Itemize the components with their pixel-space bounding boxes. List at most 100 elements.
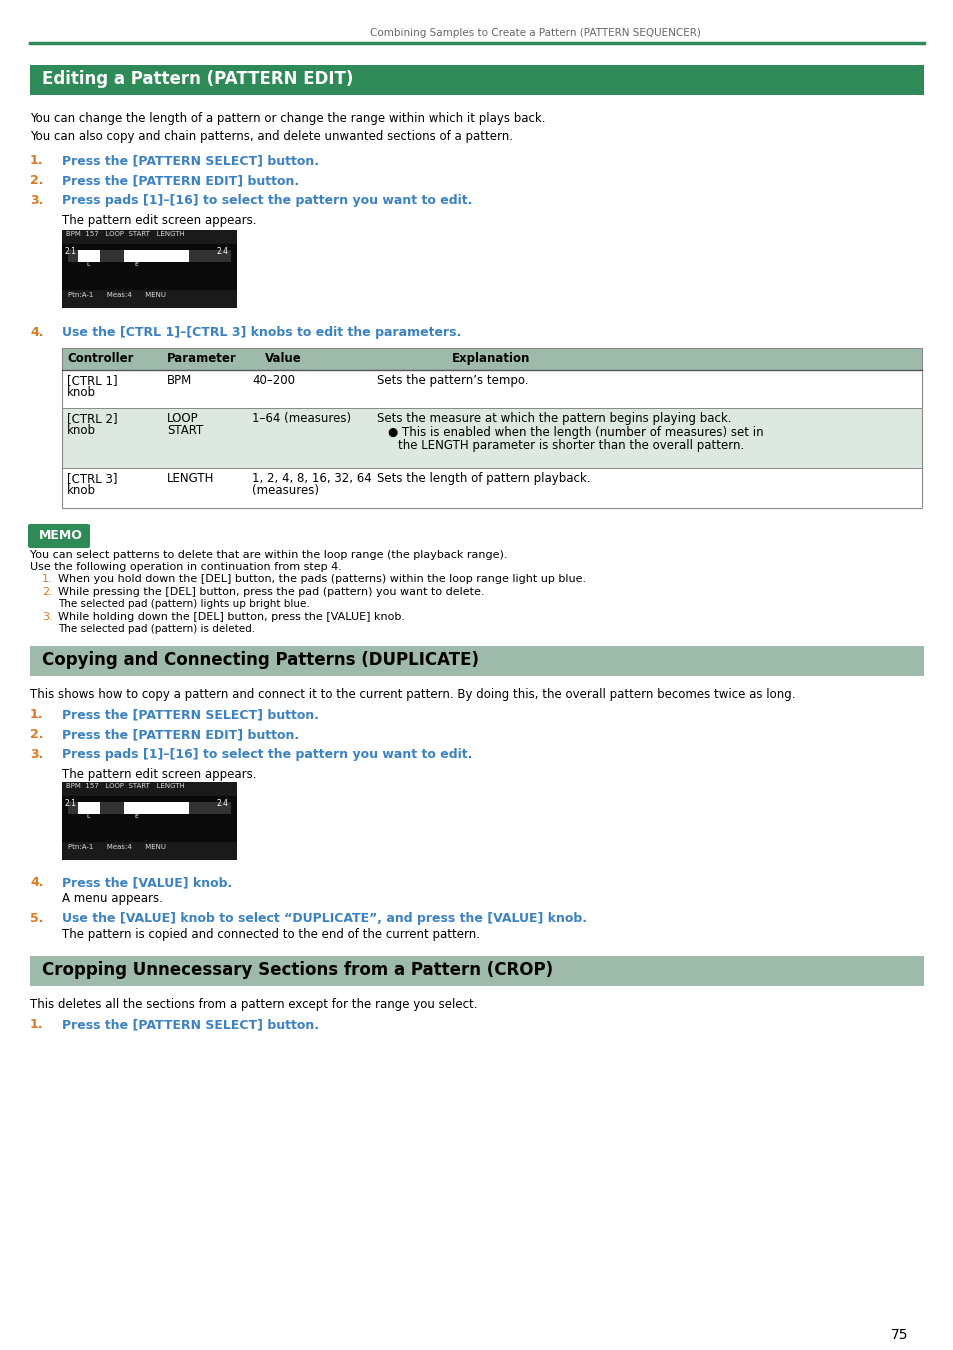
Text: E: E (133, 814, 138, 819)
Text: 4.: 4. (30, 876, 44, 890)
Text: 4.: 4. (30, 325, 44, 339)
Text: Cropping Unnecessary Sections from a Pattern (CROP): Cropping Unnecessary Sections from a Pat… (42, 961, 553, 979)
Text: BPM  157   LOOP  START   LENGTH: BPM 157 LOOP START LENGTH (66, 783, 185, 788)
Text: 2.: 2. (30, 728, 44, 741)
Text: 3.: 3. (30, 748, 43, 761)
Bar (62, 370, 921, 408)
Text: Sets the length of pattern playback.: Sets the length of pattern playback. (376, 472, 590, 485)
Text: 1, 2, 4, 8, 16, 32, 64: 1, 2, 4, 8, 16, 32, 64 (252, 472, 372, 485)
Text: Sets the measure at which the pattern begins playing back.: Sets the measure at which the pattern be… (376, 412, 731, 425)
Text: Parameter: Parameter (167, 352, 236, 365)
Bar (62, 348, 921, 508)
Text: 2.: 2. (30, 174, 44, 188)
Text: (measures): (measures) (252, 485, 318, 497)
Bar (78, 250, 100, 262)
Text: 2.4: 2.4 (216, 799, 229, 809)
Text: 5.: 5. (30, 913, 44, 925)
Text: 3.: 3. (30, 194, 43, 207)
Text: 1.: 1. (30, 1018, 44, 1031)
Text: LENGTH: LENGTH (167, 472, 214, 485)
Text: [CTRL 2]: [CTRL 2] (67, 412, 117, 425)
Text: BPM: BPM (167, 374, 193, 387)
Text: LOOP: LOOP (167, 412, 198, 425)
Text: 2.: 2. (42, 587, 52, 597)
Text: Use the [CTRL 1]–[CTRL 3] knobs to edit the parameters.: Use the [CTRL 1]–[CTRL 3] knobs to edit … (62, 325, 460, 339)
Text: ● This is enabled when the length (number of measures) set in: ● This is enabled when the length (numbe… (388, 427, 762, 439)
Text: [CTRL 3]: [CTRL 3] (67, 472, 117, 485)
Bar (62, 782, 236, 860)
Text: Editing a Pattern (PATTERN EDIT): Editing a Pattern (PATTERN EDIT) (42, 70, 353, 88)
Text: L: L (86, 814, 90, 819)
Text: 75: 75 (890, 1328, 908, 1342)
Text: Press pads [1]–[16] to select the pattern you want to edit.: Press pads [1]–[16] to select the patter… (62, 748, 472, 761)
Bar (62, 782, 236, 796)
Bar (30, 956, 923, 986)
Text: 1.: 1. (42, 574, 52, 585)
Text: Copying and Connecting Patterns (DUPLICATE): Copying and Connecting Patterns (DUPLICA… (42, 651, 478, 670)
Text: 40–200: 40–200 (252, 374, 294, 387)
Text: Ptn:A-1      Meas:4      MENU: Ptn:A-1 Meas:4 MENU (68, 844, 166, 850)
Text: knob: knob (67, 386, 96, 400)
Text: E: E (133, 262, 138, 267)
Bar (62, 290, 236, 308)
Bar (68, 250, 231, 262)
Text: You can select patterns to delete that are within the loop range (the playback r: You can select patterns to delete that a… (30, 549, 507, 560)
Text: 2.1: 2.1 (65, 247, 77, 256)
Bar (30, 65, 923, 94)
Bar (62, 842, 236, 860)
Text: While holding down the [DEL] button, press the [VALUE] knob.: While holding down the [DEL] button, pre… (58, 612, 405, 622)
Text: Explanation: Explanation (452, 352, 530, 365)
Text: The pattern edit screen appears.: The pattern edit screen appears. (62, 768, 256, 782)
Text: This deletes all the sections from a pattern except for the range you select.: This deletes all the sections from a pat… (30, 998, 477, 1011)
Bar (62, 348, 921, 370)
Text: Ptn:A-1      Meas:4      MENU: Ptn:A-1 Meas:4 MENU (68, 292, 166, 298)
Text: Use the following operation in continuation from step 4.: Use the following operation in continuat… (30, 562, 341, 572)
Bar (62, 468, 921, 508)
Bar (30, 647, 923, 676)
Text: knob: knob (67, 424, 96, 437)
Text: A menu appears.: A menu appears. (62, 892, 163, 904)
Text: Press the [VALUE] knob.: Press the [VALUE] knob. (62, 876, 232, 890)
Text: Press the [PATTERN EDIT] button.: Press the [PATTERN EDIT] button. (62, 728, 299, 741)
Text: L: L (86, 262, 90, 267)
Text: Press the [PATTERN SELECT] button.: Press the [PATTERN SELECT] button. (62, 1018, 318, 1031)
Text: Controller: Controller (67, 352, 133, 365)
Text: [CTRL 1]: [CTRL 1] (67, 374, 117, 387)
Text: The pattern edit screen appears.: The pattern edit screen appears. (62, 215, 256, 227)
Text: You can also copy and chain patterns, and delete unwanted sections of a pattern.: You can also copy and chain patterns, an… (30, 130, 513, 143)
Text: Press the [PATTERN EDIT] button.: Press the [PATTERN EDIT] button. (62, 174, 299, 188)
Text: Value: Value (265, 352, 301, 365)
FancyBboxPatch shape (28, 524, 90, 548)
Text: The pattern is copied and connected to the end of the current pattern.: The pattern is copied and connected to t… (62, 927, 479, 941)
Bar (78, 802, 100, 814)
Text: knob: knob (67, 485, 96, 497)
Text: 1.: 1. (30, 707, 44, 721)
Text: The selected pad (pattern) lights up bright blue.: The selected pad (pattern) lights up bri… (58, 599, 310, 609)
Bar (62, 230, 236, 244)
Text: The selected pad (pattern) is deleted.: The selected pad (pattern) is deleted. (58, 624, 254, 634)
Text: BPM  157   LOOP  START   LENGTH: BPM 157 LOOP START LENGTH (66, 231, 185, 238)
Text: Combining Samples to Create a Pattern (PATTERN SEQUENCER): Combining Samples to Create a Pattern (P… (370, 28, 700, 38)
Text: 3.: 3. (42, 612, 52, 622)
Text: 2.1: 2.1 (65, 799, 77, 809)
Bar (124, 250, 189, 262)
Bar (68, 802, 231, 814)
Text: MEMO: MEMO (39, 529, 83, 541)
Text: Press the [PATTERN SELECT] button.: Press the [PATTERN SELECT] button. (62, 154, 318, 167)
Text: Press pads [1]–[16] to select the pattern you want to edit.: Press pads [1]–[16] to select the patter… (62, 194, 472, 207)
Bar (62, 408, 921, 468)
Text: This shows how to copy a pattern and connect it to the current pattern. By doing: This shows how to copy a pattern and con… (30, 688, 795, 701)
Bar (30, 526, 88, 545)
Text: Press the [PATTERN SELECT] button.: Press the [PATTERN SELECT] button. (62, 707, 318, 721)
Text: Use the [VALUE] knob to select “DUPLICATE”, and press the [VALUE] knob.: Use the [VALUE] knob to select “DUPLICAT… (62, 913, 586, 925)
Text: 1.: 1. (30, 154, 44, 167)
Text: Sets the pattern’s tempo.: Sets the pattern’s tempo. (376, 374, 528, 387)
Text: While pressing the [DEL] button, press the pad (pattern) you want to delete.: While pressing the [DEL] button, press t… (58, 587, 484, 597)
Text: When you hold down the [DEL] button, the pads (patterns) within the loop range l: When you hold down the [DEL] button, the… (58, 574, 585, 585)
Bar (62, 230, 236, 308)
Bar (124, 802, 189, 814)
Text: START: START (167, 424, 203, 437)
Text: 1–64 (measures): 1–64 (measures) (252, 412, 351, 425)
Text: You can change the length of a pattern or change the range within which it plays: You can change the length of a pattern o… (30, 112, 545, 126)
Text: 2.4: 2.4 (216, 247, 229, 256)
